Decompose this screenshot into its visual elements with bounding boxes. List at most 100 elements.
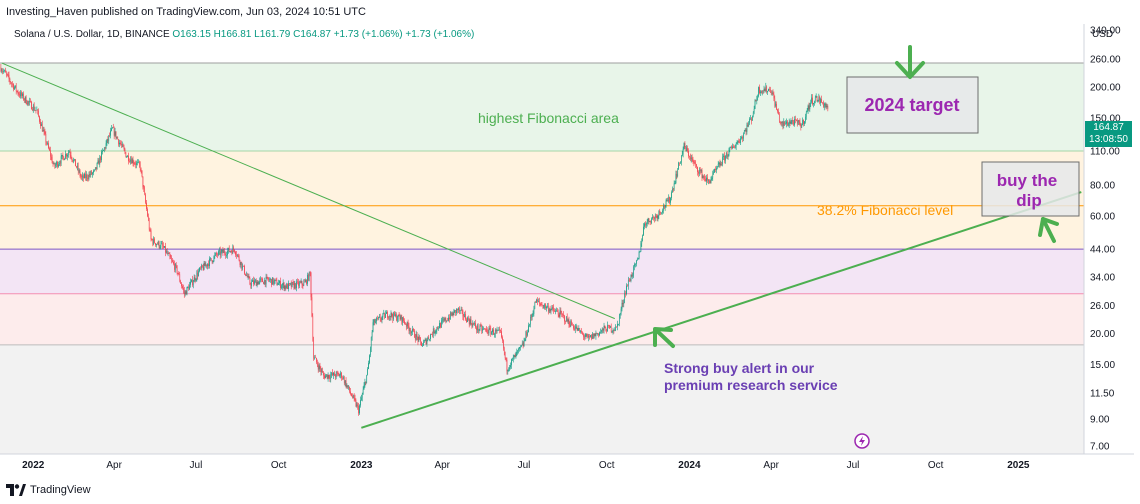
trendline-1[interactable] — [361, 191, 1082, 429]
candle — [590, 334, 591, 338]
candle — [582, 331, 583, 336]
candle — [399, 313, 401, 322]
candle — [538, 298, 539, 303]
candle — [34, 106, 36, 111]
candle — [460, 306, 462, 311]
candle — [256, 280, 258, 288]
candle — [523, 337, 525, 347]
candle — [294, 280, 296, 290]
candle — [550, 308, 552, 315]
candle — [120, 140, 121, 146]
candle — [634, 262, 635, 271]
candle — [746, 122, 748, 135]
candle — [176, 265, 178, 275]
candle — [329, 374, 331, 382]
candle — [219, 246, 221, 259]
candle — [250, 282, 252, 289]
candle — [260, 276, 261, 283]
footer-brand[interactable]: TradingView — [30, 484, 91, 496]
trendline-0[interactable] — [1, 62, 615, 320]
candle — [254, 278, 256, 283]
lightning-icon[interactable] — [854, 433, 870, 449]
candle — [778, 108, 779, 115]
candle — [12, 81, 13, 88]
y-tick-10: 20.00 — [1090, 329, 1115, 340]
candle — [680, 161, 681, 164]
candle — [154, 237, 155, 244]
candle — [536, 298, 537, 303]
candle — [269, 277, 270, 283]
y-tick-4: 110.00 — [1090, 147, 1120, 158]
candle — [815, 93, 817, 98]
candle — [516, 348, 518, 357]
annotation-buy-alert-line1: Strong buy alert in our — [664, 360, 815, 376]
candle — [489, 324, 491, 331]
candle — [33, 102, 35, 112]
buy-dip-box[interactable] — [981, 161, 1080, 217]
candle — [543, 304, 545, 309]
candle — [414, 333, 416, 343]
candle — [482, 325, 483, 334]
candle — [222, 247, 224, 256]
candle — [410, 327, 412, 337]
candle — [206, 264, 208, 269]
candle — [569, 321, 571, 328]
annotation-dip: dip — [1016, 191, 1042, 210]
candle — [25, 95, 27, 105]
candle — [243, 265, 244, 267]
candle — [168, 252, 170, 254]
candle — [93, 169, 94, 176]
candle — [743, 130, 745, 135]
candle — [258, 281, 260, 285]
candle — [707, 179, 709, 185]
candle — [824, 102, 826, 108]
candle — [513, 355, 515, 360]
candle — [665, 198, 667, 208]
candle — [14, 85, 15, 90]
candle — [476, 325, 477, 334]
candle — [92, 171, 93, 178]
candle — [50, 146, 51, 161]
candle — [471, 322, 473, 329]
candlestick-series[interactable] — [0, 64, 829, 416]
candle — [64, 158, 66, 161]
candle — [490, 325, 492, 337]
candle — [559, 307, 561, 319]
candle — [266, 274, 268, 280]
candle — [140, 167, 142, 174]
candle — [214, 252, 216, 259]
time-axis[interactable]: 2022 Apr Jul Oct 2023 Apr Jul Oct 2024 Apr Jul Oct 2… — [22, 460, 1030, 471]
target-box[interactable] — [846, 76, 979, 134]
candle — [26, 99, 28, 106]
candle — [791, 120, 793, 125]
candle — [281, 283, 283, 291]
trendlines[interactable] — [1, 62, 1082, 429]
candle — [377, 315, 378, 321]
candle — [714, 168, 715, 174]
candle — [414, 329, 415, 338]
candle — [556, 307, 557, 312]
candle — [1, 68, 3, 74]
candle — [80, 173, 82, 180]
candle — [180, 279, 181, 284]
candle — [408, 322, 410, 334]
candle — [128, 152, 129, 165]
candle — [823, 102, 825, 111]
candle — [643, 223, 644, 236]
candle — [646, 219, 648, 227]
candle — [456, 308, 457, 316]
price-axis[interactable]: 340.00 260.00 200.00 150.00 110.00 80.00 60.00… — [1090, 26, 1121, 453]
candle — [668, 194, 670, 204]
candle — [774, 95, 776, 108]
currency-label[interactable]: USD — [1092, 29, 1114, 40]
candle — [494, 332, 495, 338]
candle — [514, 353, 516, 358]
candle — [70, 151, 72, 160]
candle — [713, 169, 714, 175]
candle — [521, 340, 523, 346]
candle — [778, 112, 780, 123]
candle — [682, 146, 684, 158]
candle — [237, 253, 239, 258]
symbol-name[interactable]: Solana / U.S. Dollar, 1D, BINANCE — [14, 29, 170, 40]
